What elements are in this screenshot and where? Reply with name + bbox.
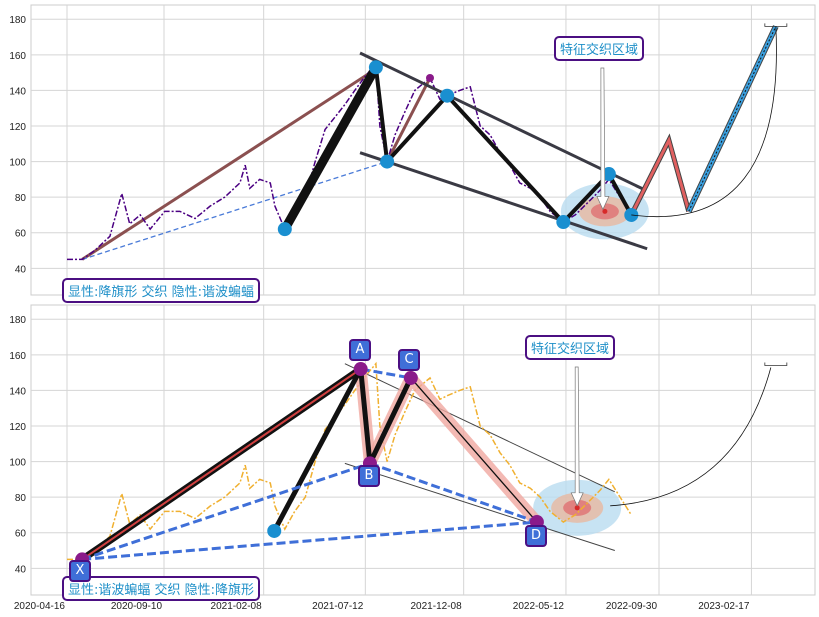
x-tick-label: 2021-02-08 — [211, 601, 263, 612]
channel-lower — [359, 151, 648, 251]
y-tick-label: 40 — [15, 564, 27, 575]
plot-area — [30, 4, 816, 296]
zone-arrow — [596, 67, 610, 211]
y-tick-label: 60 — [15, 229, 27, 240]
pattern-point — [403, 370, 418, 385]
target-marker — [764, 23, 788, 27]
target-marker — [764, 362, 788, 366]
x-tick-label: 2023-02-17 — [698, 601, 750, 612]
y-tick-label: 80 — [15, 193, 27, 204]
y-tick-label: 160 — [9, 51, 26, 62]
y-tick-label: 180 — [9, 315, 26, 326]
dashed-bd — [369, 461, 538, 524]
zone-arrow — [570, 366, 584, 507]
zone-label-bottom: 特征交织区域 — [525, 335, 616, 360]
pivot-point — [277, 222, 292, 237]
y-tick-label: 80 — [15, 493, 27, 504]
zone-label-top: 特征交织区域 — [554, 36, 645, 61]
y-tick-label: 100 — [9, 458, 26, 469]
channel-lower — [344, 462, 615, 551]
zone-ellipse — [574, 505, 580, 511]
y-tick-label: 40 — [15, 264, 27, 275]
y-tick-label: 180 — [9, 15, 26, 26]
target-arc — [610, 367, 772, 507]
x-tick-label: 2021-12-08 — [411, 601, 463, 612]
zone-ellipse — [602, 208, 608, 214]
point-label-c: C — [398, 349, 420, 371]
y-tick-label: 160 — [9, 351, 26, 362]
pivot-point — [556, 215, 571, 230]
channel-upper — [344, 363, 616, 493]
pivot-point — [380, 154, 395, 169]
x-tick-label: 2022-09-30 — [606, 601, 658, 612]
y-tick-label: 120 — [9, 422, 26, 433]
flag-zigzag — [373, 67, 634, 225]
y-tick-label: 100 — [9, 158, 26, 169]
dashed-xb — [81, 461, 371, 561]
projection-red — [629, 136, 691, 216]
x-tick-label: 2020-09-10 — [111, 601, 163, 612]
point-label-a: A — [349, 339, 371, 361]
dashed-line — [81, 160, 388, 261]
leg-cd — [410, 377, 538, 523]
pattern-label-top: 显性:降旗形 交织 隐性:谐波蝙蝠 — [62, 278, 261, 303]
y-tick-label: 140 — [9, 386, 26, 397]
harmonic-point — [426, 73, 434, 82]
pivot-point — [601, 167, 616, 182]
pivot-point — [440, 88, 455, 103]
flag-pole — [280, 65, 380, 232]
y-tick-label: 120 — [9, 122, 26, 133]
pattern-label-bottom: 显性:谐波蝙蝠 交织 隐性:降旗形 — [62, 576, 261, 601]
pivot-point — [368, 60, 383, 75]
point-label-x: X — [69, 560, 91, 582]
dashed-ac — [360, 367, 412, 380]
pattern-point — [353, 362, 368, 377]
projection-blue — [686, 25, 778, 213]
flag-pole — [272, 367, 363, 533]
x-tick-label: 2020-04-16 — [14, 601, 66, 612]
y-tick-label: 60 — [15, 529, 27, 540]
leg-xa — [81, 368, 362, 561]
point-label-b: B — [358, 465, 380, 487]
flag-start-point — [267, 523, 282, 538]
x-tick-label: 2021-07-12 — [312, 601, 364, 612]
dashed-xd — [82, 520, 538, 561]
point-label-d: D — [525, 525, 547, 547]
target-arc — [631, 26, 777, 217]
plot-area — [30, 304, 816, 596]
y-tick-label: 140 — [9, 86, 26, 97]
channel-upper — [359, 51, 646, 192]
x-tick-label: 2022-05-12 — [513, 601, 565, 612]
